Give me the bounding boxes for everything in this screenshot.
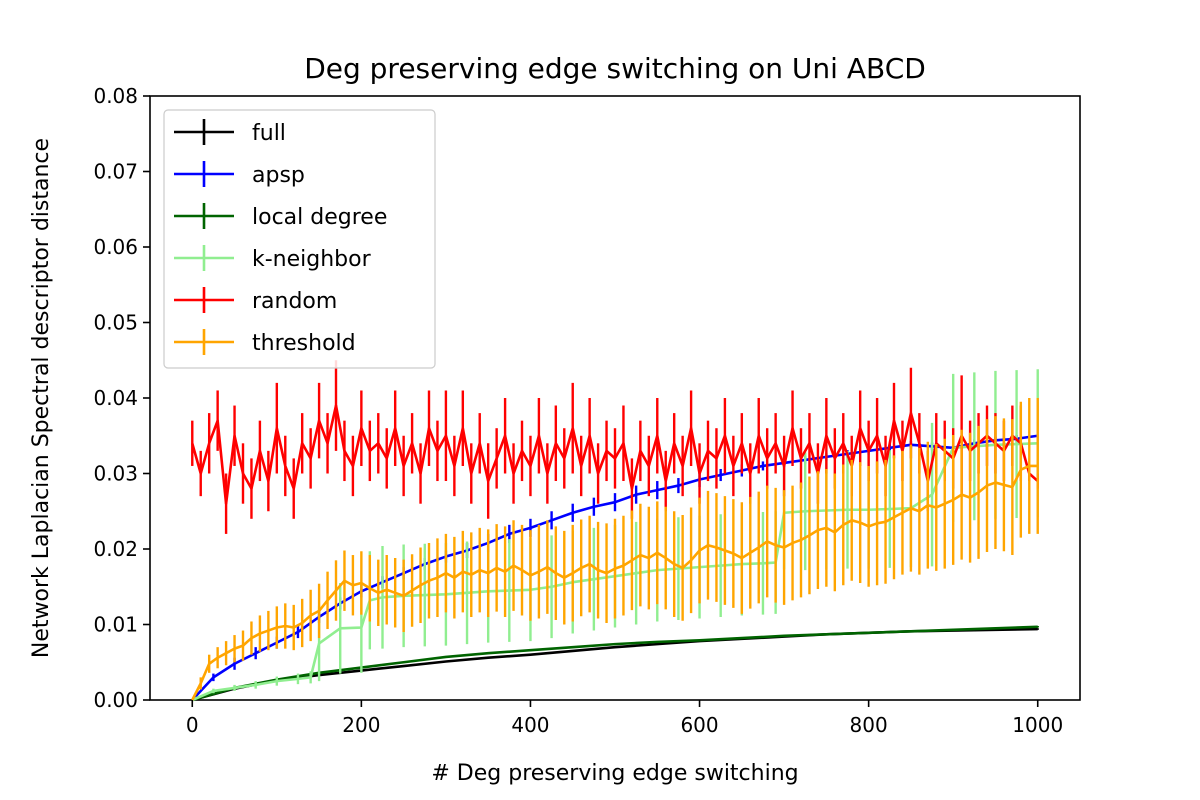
y-tick-label: 0.05	[93, 311, 138, 335]
legend-label: local degree	[252, 205, 387, 230]
y-tick-label: 0.04	[93, 386, 138, 410]
series-layer	[191, 360, 1039, 702]
x-tick-label: 1000	[1012, 713, 1063, 737]
y-tick-label: 0.00	[93, 688, 138, 712]
series-threshold	[191, 398, 1039, 701]
y-tick-label: 0.06	[93, 235, 138, 259]
y-axis-label: Network Laplacian Spectral descriptor di…	[29, 138, 54, 658]
legend-label: threshold	[252, 331, 356, 356]
legend-item: apsp	[174, 161, 305, 188]
y-tick-label: 0.08	[93, 84, 138, 108]
x-tick-label: 0	[186, 713, 199, 737]
series-line	[191, 434, 1038, 701]
series-line	[191, 404, 1039, 506]
y-tick-label: 0.01	[93, 613, 138, 637]
legend-item: local degree	[174, 203, 387, 230]
series-line	[191, 625, 1038, 702]
y-tick-label: 0.02	[93, 537, 138, 561]
legend-item: k-neighbor	[174, 245, 372, 272]
legend-label: k-neighbor	[252, 247, 372, 272]
legend-label: full	[252, 121, 286, 146]
y-axis: 0.00 0.01 0.02 0.03 0.04 0.05 0.06 0.07 0.08	[93, 84, 150, 712]
x-tick-label: 200	[342, 713, 380, 737]
legend: full apsp local degree k-neighbor random thre…	[163, 109, 436, 369]
y-tick-label: 0.07	[93, 160, 138, 184]
legend-label: apsp	[252, 163, 305, 188]
chart-title: Deg preserving edge switching on Uni ABC…	[304, 52, 926, 85]
x-tick-label: 600	[680, 713, 718, 737]
legend-item: random	[174, 287, 337, 314]
x-tick-label: 800	[850, 713, 888, 737]
legend-item: full	[174, 119, 286, 146]
x-axis-label: # Deg preserving edge switching	[431, 761, 798, 786]
legend-label: random	[252, 289, 337, 314]
y-tick-label: 0.03	[93, 462, 138, 486]
x-tick-label: 400	[511, 713, 549, 737]
x-axis: 0 200 400 600 800 1000	[186, 700, 1063, 737]
legend-item: threshold	[174, 329, 356, 356]
series-line	[191, 464, 1038, 701]
